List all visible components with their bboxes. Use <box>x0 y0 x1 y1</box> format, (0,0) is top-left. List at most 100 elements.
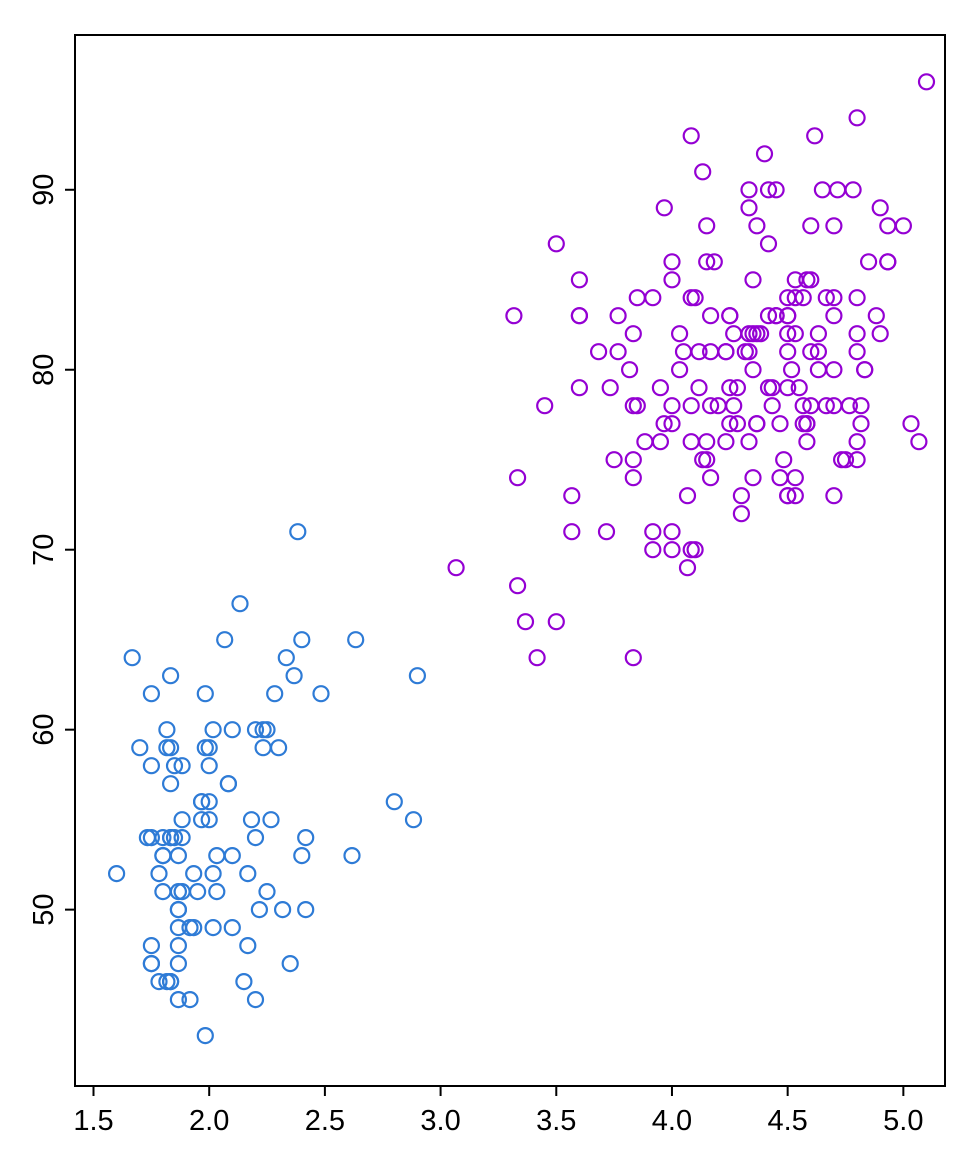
data-point-long-eruptions-cluster <box>786 289 804 307</box>
y-tick-label: 70 <box>28 534 60 566</box>
data-point-long-eruptions-cluster <box>802 217 820 235</box>
x-tick-label: 2.5 <box>305 1105 345 1137</box>
data-point-long-eruptions-cluster <box>570 379 589 397</box>
data-point-long-eruptions-cluster <box>759 307 778 325</box>
data-point-long-eruptions-cluster <box>771 415 789 433</box>
data-point-long-eruptions-cluster <box>844 181 862 199</box>
data-point-long-eruptions-cluster <box>547 235 565 253</box>
data-point-long-eruptions-cluster <box>508 577 527 595</box>
data-point-long-eruptions-cluster <box>705 253 723 271</box>
data-point-long-eruptions-cluster <box>848 109 866 127</box>
data-point-long-eruptions-cluster <box>651 433 670 451</box>
data-point-long-eruptions-cluster <box>663 271 681 289</box>
data-point-long-eruptions-cluster <box>698 217 716 235</box>
data-point-short-eruptions-cluster <box>142 828 160 847</box>
data-point-short-eruptions-cluster <box>266 685 284 703</box>
data-point-short-eruptions-cluster <box>258 882 276 901</box>
data-point-short-eruptions-cluster <box>239 936 257 955</box>
data-point-long-eruptions-cluster <box>655 415 673 433</box>
data-point-long-eruptions-cluster <box>694 163 712 181</box>
data-point-short-eruptions-cluster <box>196 1026 214 1045</box>
data-point-short-eruptions-cluster <box>200 793 218 811</box>
data-point-long-eruptions-cluster <box>871 325 889 343</box>
data-point-short-eruptions-cluster <box>196 739 214 757</box>
data-point-long-eruptions-cluster <box>624 397 642 415</box>
data-point-short-eruptions-cluster <box>165 757 184 775</box>
data-point-long-eruptions-cluster <box>798 433 816 451</box>
data-point-long-eruptions-cluster <box>871 199 889 217</box>
data-point-long-eruptions-cluster <box>721 379 739 397</box>
data-point-long-eruptions-cluster <box>740 343 758 361</box>
data-point-short-eruptions-cluster <box>277 649 295 667</box>
data-point-short-eruptions-cluster <box>162 775 180 793</box>
plot-frame <box>74 34 946 1087</box>
data-point-short-eruptions-cluster <box>246 828 265 847</box>
data-point-long-eruptions-cluster <box>798 271 816 289</box>
data-point-long-eruptions-cluster <box>910 433 928 451</box>
data-point-long-eruptions-cluster <box>717 433 735 451</box>
data-point-long-eruptions-cluster <box>856 361 874 379</box>
data-point-short-eruptions-cluster <box>169 918 187 937</box>
data-point-long-eruptions-cluster <box>698 253 716 271</box>
data-point-long-eruptions-cluster <box>740 433 758 451</box>
data-point-short-eruptions-cluster <box>312 685 330 703</box>
data-point-short-eruptions-cluster <box>123 649 141 667</box>
data-point-long-eruptions-cluster <box>786 325 804 343</box>
y-tick-label: 90 <box>28 174 60 206</box>
data-point-long-eruptions-cluster <box>636 433 654 451</box>
data-point-long-eruptions-cluster <box>859 253 878 271</box>
data-point-long-eruptions-cluster <box>825 307 843 325</box>
data-point-long-eruptions-cluster <box>782 361 801 379</box>
data-point-long-eruptions-cluster <box>879 217 897 235</box>
data-point-short-eruptions-cluster <box>216 631 234 649</box>
data-point-long-eruptions-cluster <box>828 181 847 199</box>
data-point-long-eruptions-cluster <box>690 343 708 361</box>
data-point-long-eruptions-cluster <box>732 487 751 505</box>
data-point-long-eruptions-cluster <box>624 325 642 343</box>
data-point-long-eruptions-cluster <box>848 289 866 307</box>
data-point-long-eruptions-cluster <box>589 343 608 361</box>
data-point-long-eruptions-cluster <box>852 415 870 433</box>
data-point-long-eruptions-cluster <box>701 397 720 415</box>
data-point-short-eruptions-cluster <box>285 667 303 685</box>
data-point-long-eruptions-cluster <box>802 343 820 361</box>
data-point-long-eruptions-cluster <box>759 379 778 397</box>
data-point-short-eruptions-cluster <box>235 972 253 991</box>
data-point-short-eruptions-cluster <box>169 954 187 973</box>
data-point-short-eruptions-cluster <box>193 811 211 829</box>
data-point-long-eruptions-cluster <box>609 307 627 325</box>
data-point-long-eruptions-cluster <box>624 451 642 469</box>
data-point-long-eruptions-cluster <box>748 415 766 433</box>
data-point-long-eruptions-cluster <box>678 559 697 577</box>
data-point-long-eruptions-cluster <box>825 217 843 235</box>
data-point-long-eruptions-cluster <box>728 379 747 397</box>
data-point-long-eruptions-cluster <box>536 397 554 415</box>
data-point-short-eruptions-cluster <box>289 523 307 541</box>
data-point-long-eruptions-cluster <box>771 469 789 487</box>
data-point-short-eruptions-cluster <box>185 864 203 883</box>
data-point-long-eruptions-cluster <box>682 397 700 415</box>
data-point-long-eruptions-cluster <box>620 361 639 379</box>
data-point-long-eruptions-cluster <box>686 289 704 307</box>
data-point-short-eruptions-cluster <box>154 846 172 865</box>
x-tick-label: 3.5 <box>536 1105 576 1137</box>
data-point-short-eruptions-cluster <box>150 864 168 883</box>
data-point-short-eruptions-cluster <box>242 811 261 829</box>
data-point-short-eruptions-cluster <box>246 721 265 739</box>
data-point-long-eruptions-cluster <box>663 253 681 271</box>
data-point-short-eruptions-cluster <box>223 918 241 937</box>
data-point-long-eruptions-cluster <box>759 235 778 253</box>
data-point-short-eruptions-cluster <box>297 900 315 919</box>
data-point-long-eruptions-cluster <box>674 343 693 361</box>
data-point-long-eruptions-cluster <box>825 289 843 307</box>
x-axis: 1.5 2.0 2.5 3.0 3.5 4.0 4.5 5.0 <box>73 1086 924 1137</box>
data-point-short-eruptions-cluster <box>223 846 241 865</box>
data-point-long-eruptions-cluster <box>802 397 820 415</box>
data-point-long-eruptions-cluster <box>725 397 743 415</box>
data-point-short-eruptions-cluster <box>200 811 218 829</box>
data-point-long-eruptions-cluster <box>563 487 581 505</box>
data-point-long-eruptions-cluster <box>763 397 781 415</box>
data-point-short-eruptions-cluster <box>270 739 288 757</box>
data-point-long-eruptions-cluster <box>840 397 859 415</box>
